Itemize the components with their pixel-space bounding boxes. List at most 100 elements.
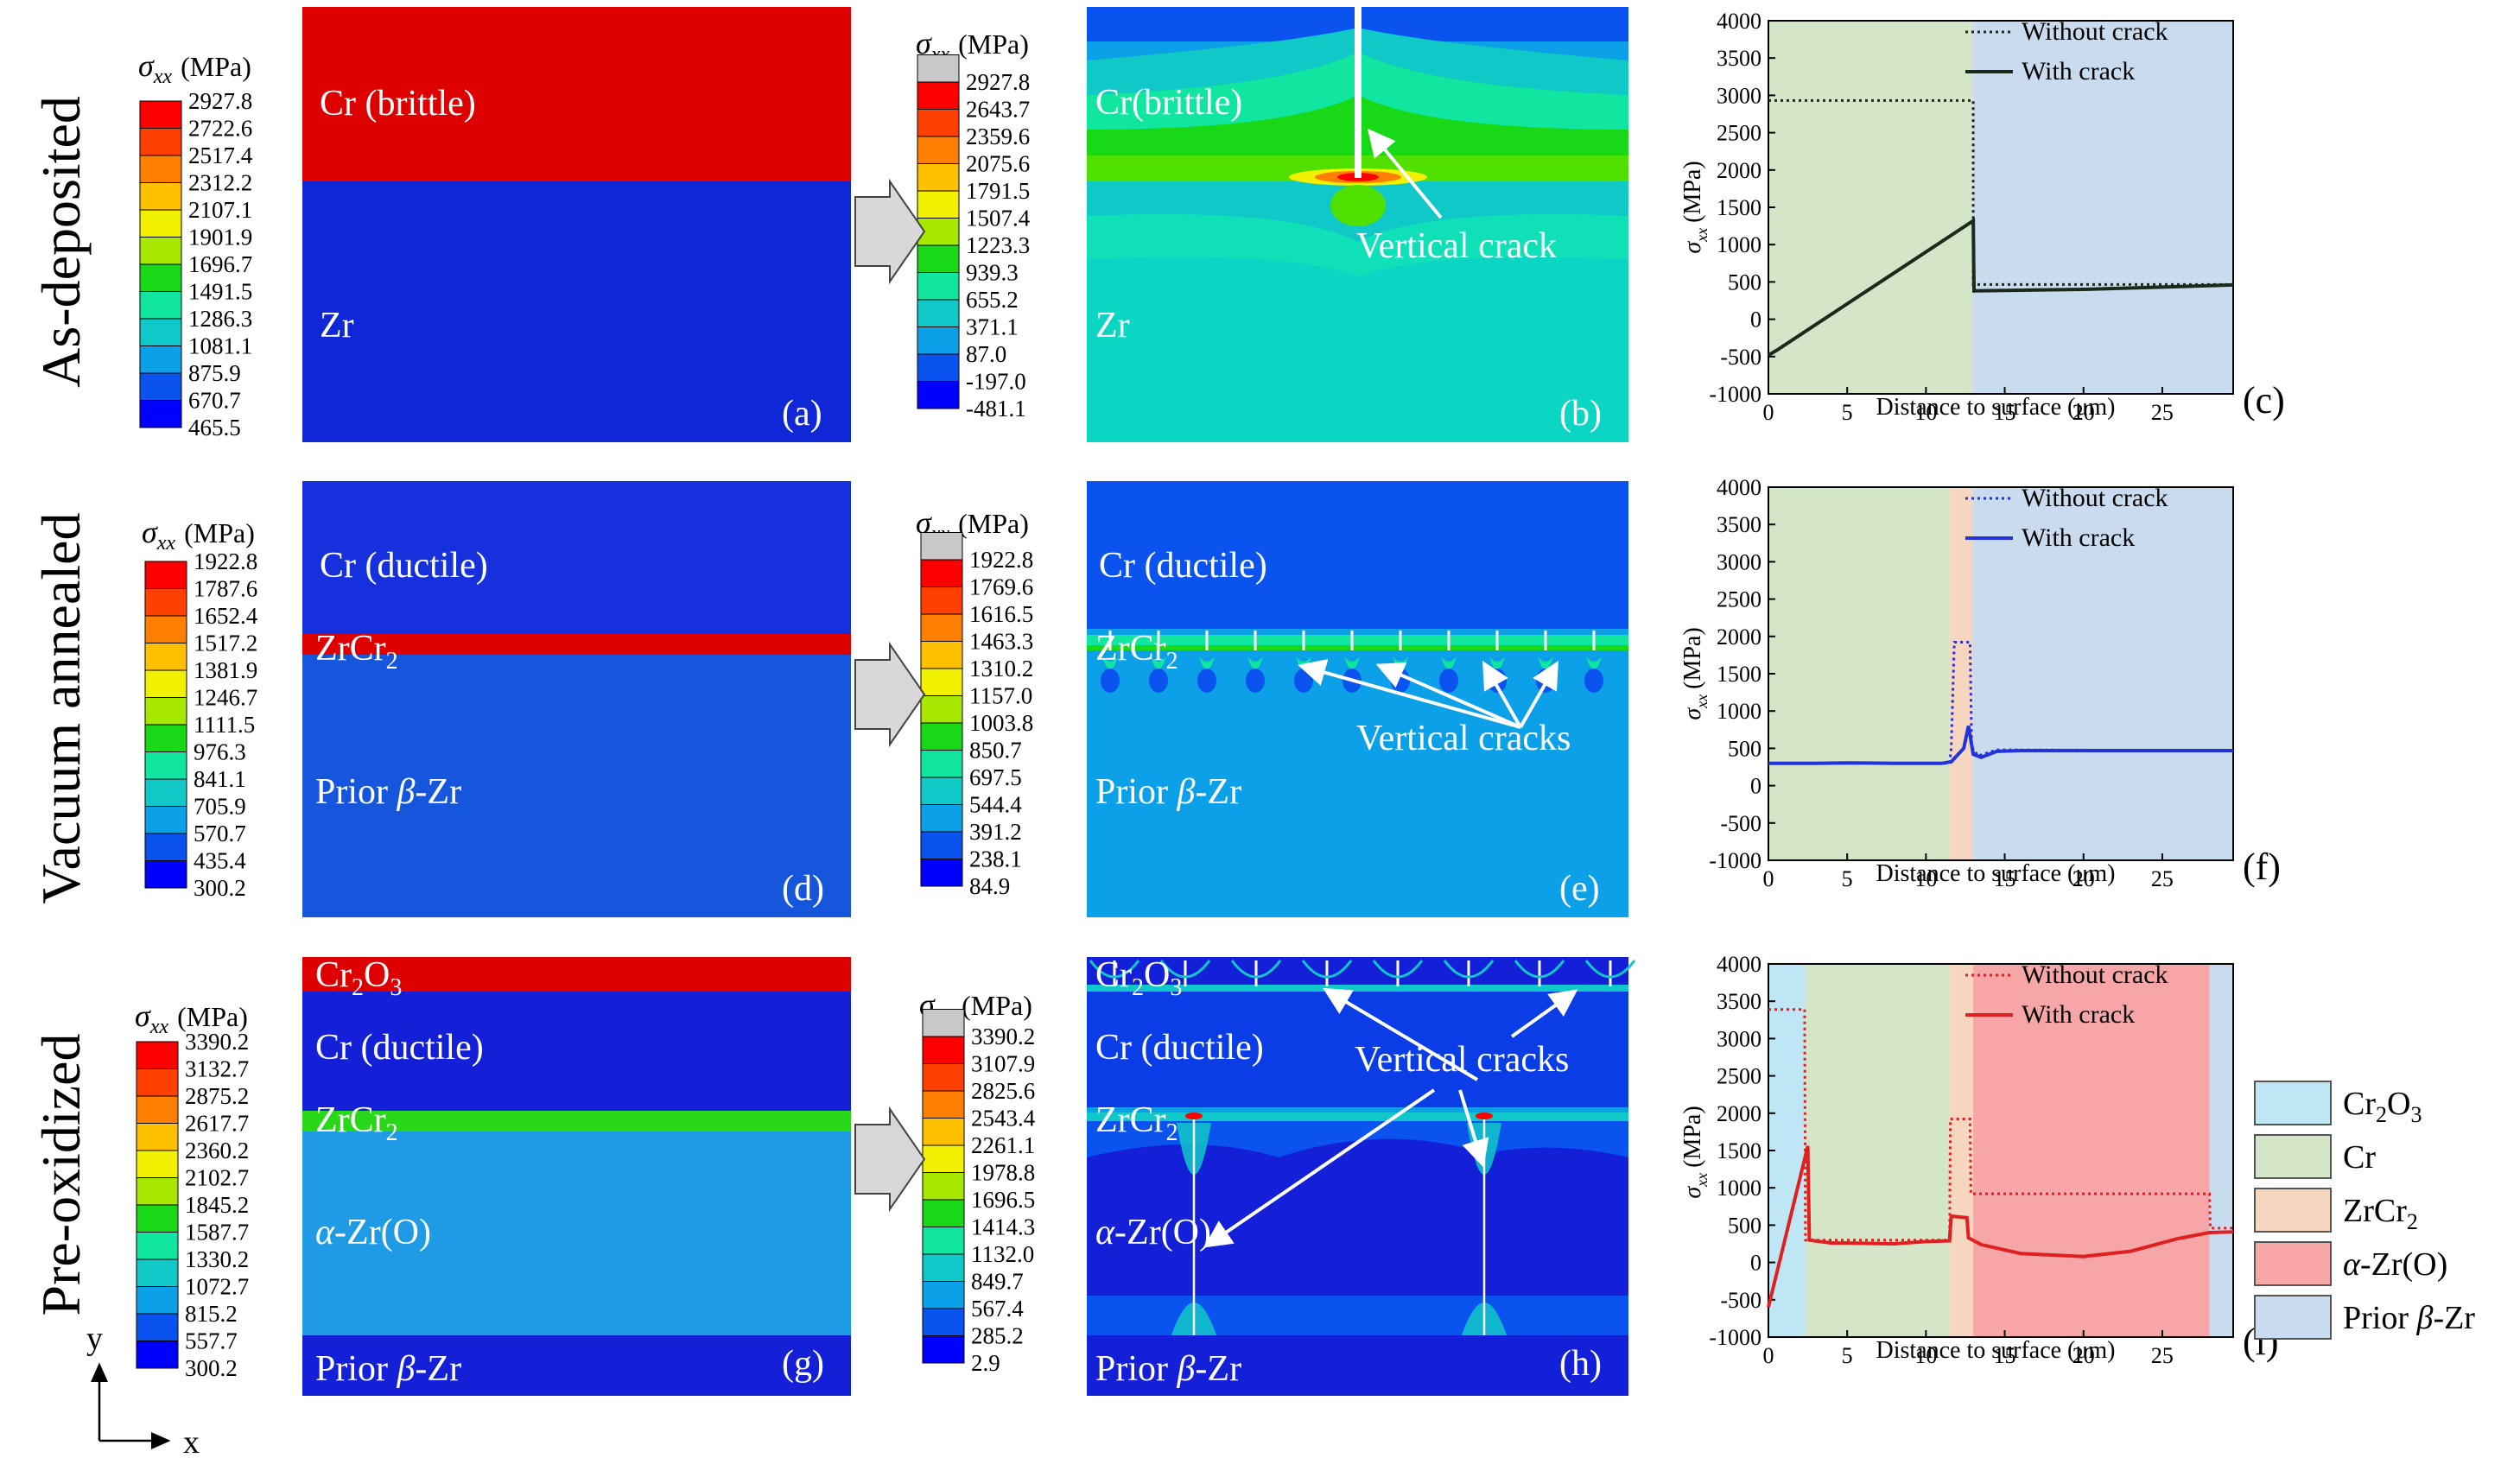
chart-c-xtick-label-5: 25 — [2151, 400, 2174, 425]
chart-c-ylabel-sym: σ — [1679, 241, 1706, 254]
chart-f-ytick-label-2: 0 — [1750, 774, 1761, 799]
colorbar-cell-d-11 — [144, 860, 187, 889]
chart-i-ytick-label-4: 1000 — [1717, 1176, 1761, 1201]
colorbar-cell-b-10 — [917, 353, 960, 382]
colorbar-tick-g-3: 2617.7 — [185, 1111, 249, 1137]
colorbar-tick-a-7: 1491.5 — [188, 279, 252, 305]
chart-f-ylabel-sym: σ — [1679, 707, 1706, 720]
colorbar-sigma-g: σ — [135, 998, 151, 1033]
label-zrcr2-d: ZrCr2 — [315, 629, 398, 675]
colorbar-cell-g-0 — [136, 1041, 179, 1069]
colorbar-title-d: σxx (MPa) — [142, 515, 255, 555]
label-cr2o3-g-b: O — [364, 955, 390, 995]
label-cr-ductile-g: Cr (ductile) — [315, 1028, 484, 1068]
chart-i-ylabel-sub: xx — [1693, 1173, 1711, 1188]
colorbar-cell-e-7 — [920, 750, 963, 778]
colorbar-tick-d-8: 841.1 — [194, 766, 246, 792]
colorbar-cell-b-1 — [917, 109, 960, 137]
colorbar-cell-g-6 — [136, 1204, 179, 1233]
region-legend-text-1: Cr — [2343, 1139, 2376, 1176]
region-legend-text-2: ZrCr — [2343, 1193, 2407, 1229]
colorbar-tick-g-5: 2102.7 — [185, 1165, 249, 1191]
label-cr2o3-h: Cr2O3 — [1095, 955, 1182, 1001]
colorbar-cell-a-9 — [139, 345, 182, 374]
xy-axes-indicator: y x — [86, 1321, 200, 1461]
chart-i-xtick-label-4: 20 — [2072, 1343, 2095, 1368]
colorbar-tick-a-6: 1696.7 — [188, 251, 252, 277]
colorbar-cell-a-10 — [139, 372, 182, 401]
chart-c-ytick-label-3: 500 — [1728, 269, 1761, 295]
colorbar-tick-g-10: 815.2 — [185, 1301, 238, 1327]
region-legend-text-4: -Zr — [2433, 1300, 2475, 1336]
label-zrcr2-d-sub: 2 — [386, 648, 398, 675]
label-beta-h: β — [1177, 1349, 1196, 1389]
region-legend-sub-2: 2 — [2407, 1209, 2418, 1234]
label-zrcr2-h-sub: 2 — [1166, 1119, 1178, 1146]
colorbar-cap-e — [920, 532, 963, 561]
chart-i-legend-label-1: With crack — [2022, 1000, 2135, 1029]
label-prior-beta-zr-g: Prior β-Zr — [315, 1349, 461, 1389]
region-legend-swatch-3 — [2254, 1241, 2332, 1286]
colorbar-tick-b-0: 2927.8 — [966, 69, 1030, 95]
annotation-vertical-cracks-e: Vertical cracks — [1356, 719, 1571, 758]
region-legend-swatch-0 — [2254, 1081, 2332, 1125]
colorbar-cell-g-10 — [136, 1313, 179, 1341]
cracks-arrow-h-2 — [1510, 989, 1578, 1038]
colorbar-tick-b-9: 371.1 — [966, 314, 1019, 340]
region-legend-sub-0: 2 — [2376, 1102, 2387, 1127]
label-beta-d: β — [397, 772, 416, 812]
colorbar-cell-e-10 — [920, 831, 963, 859]
crack-drop-e-7 — [1439, 669, 1458, 693]
label-zrcr2-e-sub: 2 — [1166, 648, 1178, 675]
chart-i: -1000 -500 0 500 1000 1500 2000 2500 3000 3500 400… — [1679, 952, 2279, 1368]
panel-d: Cr (ductile) ZrCr2 Prior β-Zr (d) — [302, 481, 851, 917]
colorbar-tick-a-4: 2107.1 — [188, 197, 252, 223]
region-legend-label-3: α-Zr(O) — [2343, 1246, 2447, 1283]
chart-f-ytick-label-8: 3000 — [1717, 549, 1761, 574]
colorbar-cell-e-4 — [920, 668, 963, 696]
chart-f: -1000 -500 0 500 1000 1500 2000 2500 3000 3500 400… — [1679, 475, 2281, 891]
colorbar-tick-e-6: 1003.8 — [969, 710, 1033, 736]
colorbar-tick-h-10: 567.4 — [971, 1296, 1024, 1322]
colorbar-cell-g-2 — [136, 1095, 179, 1124]
chart-c-ytick-label-6: 2000 — [1717, 158, 1761, 183]
colorbar-cell-h-9 — [922, 1281, 965, 1309]
colorbar-tick-h-0: 3390.2 — [971, 1024, 1035, 1049]
crack-wing-e-0 — [1102, 656, 1118, 669]
colorbar-h: σxx(MPa)3390.23107.92825.62543.42261.119… — [919, 987, 1036, 1376]
label-prior-e: Prior — [1095, 772, 1177, 812]
colorbar-tick-d-5: 1246.7 — [194, 685, 257, 711]
panel-letter-b: (b) — [1559, 394, 1602, 434]
colorbar-tick-d-6: 1111.5 — [194, 712, 255, 738]
colorbar-cell-b-2 — [917, 136, 960, 164]
chart-i-xtick-label-5: 25 — [2151, 1343, 2174, 1368]
chart-f-xtick-label-5: 25 — [2151, 866, 2174, 891]
chart-c-ytick-label-8: 3000 — [1717, 83, 1761, 108]
panel-a: Cr (brittle) Zr (a) — [302, 7, 851, 442]
colorbar-b: σxx(MPa) 2927.82643.72359.62075.61791.515… — [916, 26, 1031, 422]
colorbar-cell-d-6 — [144, 724, 187, 752]
colorbar-cell-b-0 — [917, 81, 960, 110]
field-cr2o3-interface-h — [1087, 985, 1628, 992]
chart-i-legend-label-0: Without crack — [2022, 960, 2168, 989]
colorbar-tick-e-12: 84.9 — [969, 873, 1010, 899]
chart-c-ytick-label-5: 1500 — [1717, 195, 1761, 220]
region-legend-label-4: Prior β-Zr — [2343, 1300, 2475, 1336]
label-zr-suffix-h: -Zr — [1195, 1349, 1241, 1389]
chart-i-ytick-label-0: -1000 — [1709, 1325, 1761, 1350]
colorbar-tick-a-1: 2722.6 — [188, 116, 252, 142]
colorbar-tick-g-8: 1330.2 — [185, 1246, 249, 1272]
region-legend-text-3: -Zr(O) — [2360, 1246, 2447, 1283]
cracks-arrow-e-4 — [1519, 661, 1558, 728]
chart-f-ytick-label-5: 1500 — [1717, 662, 1761, 687]
colorbar-tick-e-1: 1769.6 — [969, 574, 1033, 600]
colorbar-cell-e-6 — [920, 722, 963, 751]
crack-drop-e-0 — [1101, 669, 1120, 693]
chart-c-ytick-label-1: -500 — [1720, 345, 1761, 370]
panel-b: Cr(brittle) Zr Vertical crack (b) — [1087, 7, 1628, 442]
colorbar-tick-d-11: 435.4 — [194, 848, 246, 874]
colorbar-cell-b-4 — [917, 190, 960, 219]
field-cr-h — [1087, 992, 1628, 1111]
label-cr2o3-g-a: Cr — [315, 955, 352, 995]
